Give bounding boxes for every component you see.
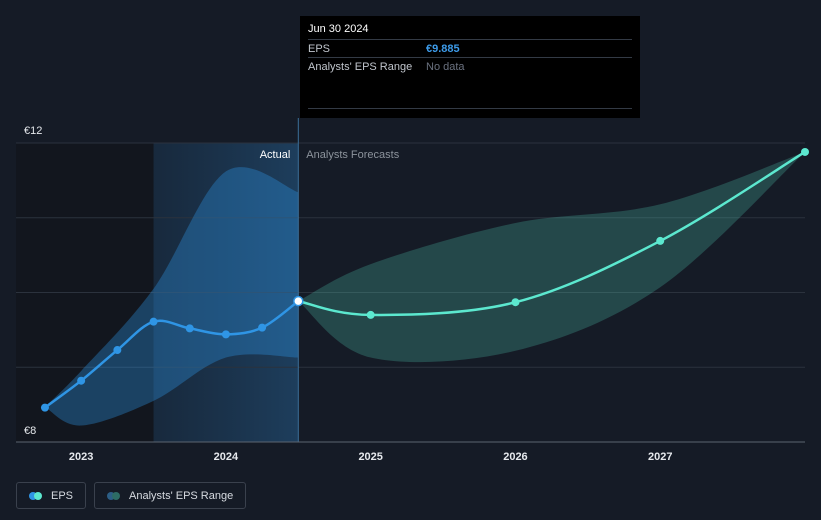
legend-eps-dot-forecast [34,491,42,500]
eps-line-forecast [298,150,806,317]
x-tick-label-2027: 2027 [648,451,672,463]
x-tick-label-2023: 2023 [69,451,93,463]
eps-range-band-forecast [298,151,805,363]
x-tick-label-2026: 2026 [503,451,527,463]
eps-point-forecast-3 [656,236,665,245]
tooltip-divider [308,108,632,109]
tooltip-eps-label: EPS [308,42,331,55]
eps-point-actual-5 [221,330,230,339]
eps-point-actual-6 [258,323,267,332]
eps-point-forecast-1 [366,310,375,319]
legend-range-label: Analysts' EPS Range [129,489,234,502]
x-tick-label-2024: 2024 [214,451,239,463]
actual-region-label: Actual [260,149,291,161]
tooltip-eps-value: €9.885 [426,42,460,55]
eps-point-actual-2 [113,346,122,355]
tooltip-date: Jun 30 2024 [308,23,369,35]
legend-eps-label: EPS [51,489,74,502]
eps-range-band-actual [44,167,299,426]
tooltip-range-label: Analysts' EPS Range [308,60,413,73]
legend-eps-swatch [29,491,43,500]
tooltip: Jun 30 2024 EPS €9.885 Analysts' EPS Ran… [300,16,640,118]
eps-point-forecast-4 [801,147,809,156]
eps-point-actual-4 [185,324,194,333]
legend-eps-dot-actual [29,491,37,500]
legend: EPS Analysts' EPS Range [16,482,247,509]
eps-point-actual-0 [40,403,49,412]
legend-range-button[interactable]: Analysts' EPS Range [94,482,247,509]
eps-point-forecast-2 [511,298,520,307]
y-axis-bottom-label: €8 [24,425,36,437]
legend-range-dot-actual [107,491,116,500]
eps-point-actual-3 [149,317,158,326]
legend-range-dot-forecast [112,491,121,500]
forecast-region-label: Analysts Forecasts [306,149,399,161]
y-axis-top-label: €12 [24,125,42,137]
tooltip-range-row: Analysts' EPS Range No data [308,57,632,75]
legend-range-swatch [107,491,121,500]
x-tick-label-2025: 2025 [358,451,382,463]
tooltip-range-value: No data [426,60,465,73]
eps-highlight-point [293,295,304,307]
tooltip-eps-row: EPS €9.885 [308,39,632,57]
eps-point-actual-1 [77,376,86,385]
legend-eps-button[interactable]: EPS [16,482,87,509]
